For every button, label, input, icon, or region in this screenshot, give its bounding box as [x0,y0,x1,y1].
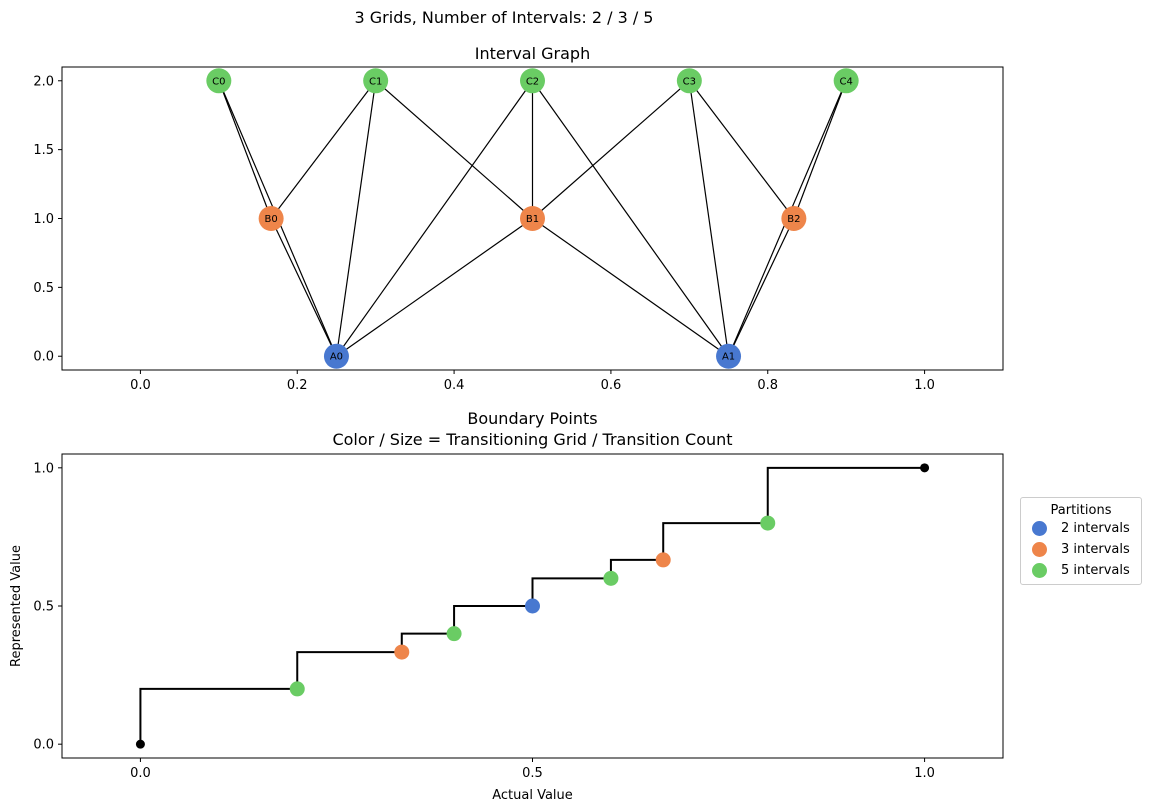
x-tick-label: 0.6 [601,378,622,393]
y-tick-label: 1.0 [33,212,54,227]
graph-node [833,68,859,94]
graph-edge [375,80,533,219]
node-label: B2 [787,214,800,225]
graph-node [206,68,232,94]
graph-edge [532,80,730,357]
y-tick-label: 2.0 [33,74,54,89]
legend-marker-orange [1032,542,1047,557]
bottom-chart-title: Boundary Points [467,409,598,428]
graph-edge [688,80,795,219]
endpoint-marker [135,739,145,749]
graph-node [258,206,284,231]
boundary-points-axes: 0.0 0.5 1.0 0.0 0.5 1.0 Actual Value Represente… [9,453,1004,803]
legend-marker-blue [1032,521,1047,536]
y-tick-label: 0.0 [33,738,54,753]
x-tick-label: 1.0 [914,378,935,393]
boundary-point [446,626,462,642]
graph-edge [335,80,377,357]
x-tick-label: 0.2 [287,378,308,393]
node-label: C0 [212,76,225,87]
graph-node [716,343,742,369]
graph-edge [335,80,533,357]
bottom-chart-subtitle: Color / Size = Transitioning Grid / Tran… [332,430,733,449]
legend-item-5-intervals: 5 intervals [1021,560,1141,581]
graph-node [323,343,349,369]
graph-edge [532,80,690,219]
x-tick-label: 0.0 [130,378,151,393]
graph-node [520,206,545,231]
node-label: A0 [330,352,343,363]
legend-label: 5 intervals [1061,563,1130,578]
interval-graph-axes: 0.0 0.2 0.4 0.6 0.8 1.0 0.0 0.5 1.0 1.5 2.0 A0 A1 B0 B… [33,66,1004,393]
x-tick-label: 0.8 [757,378,778,393]
graph-edge [218,80,272,219]
endpoint-marker [920,463,930,473]
node-label: B0 [265,214,278,225]
boundary-point [655,552,671,568]
y-tick-label: 0.5 [33,281,54,296]
top-chart-title: Interval Graph [474,44,591,63]
graph-edge [336,218,533,357]
legend-label: 3 intervals [1061,542,1130,557]
legend-item-2-intervals: 2 intervals [1021,518,1141,539]
boundary-point [603,570,619,586]
y-tick-label: 1.0 [33,461,54,476]
figure-title: 3 Grids, Number of Intervals: 2 / 3 / 5 [354,8,654,27]
legend-title: Partitions [1050,503,1112,518]
node-label: A1 [722,352,735,363]
node-label: C1 [369,76,382,87]
y-axis-label: Represented Value [9,545,24,667]
x-tick-label: 0.5 [522,766,543,781]
boundary-point [525,598,540,614]
legend-marker-green [1032,563,1047,578]
y-tick-label: 1.5 [33,143,54,158]
node-label: C2 [526,76,539,87]
partitions-legend: Partitions 2 intervals 3 intervals 5 int… [1020,497,1142,585]
x-tick-label: 1.0 [914,766,935,781]
legend-label: 2 intervals [1061,521,1130,536]
legend-item-3-intervals: 3 intervals [1021,539,1141,560]
graph-node [363,68,389,94]
graph-node [781,206,807,231]
graph-edge [793,80,847,219]
node-label: C3 [683,76,696,87]
x-tick-label: 0.4 [444,378,465,393]
boundary-point [760,515,776,531]
x-axis-label: Actual Value [492,788,573,803]
node-label: B1 [526,214,539,225]
graph-edge [727,218,795,357]
boundary-point [289,681,305,697]
graph-edge [270,80,377,219]
y-tick-label: 0.5 [33,600,54,615]
y-tick-label: 0.0 [33,350,54,365]
graph-edge [270,218,338,357]
graph-edge [532,218,729,357]
graph-node [676,68,702,94]
node-label: C4 [839,76,852,87]
boundary-point [394,644,410,660]
graph-node [520,68,545,94]
graph-edge [688,80,730,357]
x-tick-label: 0.0 [130,766,151,781]
